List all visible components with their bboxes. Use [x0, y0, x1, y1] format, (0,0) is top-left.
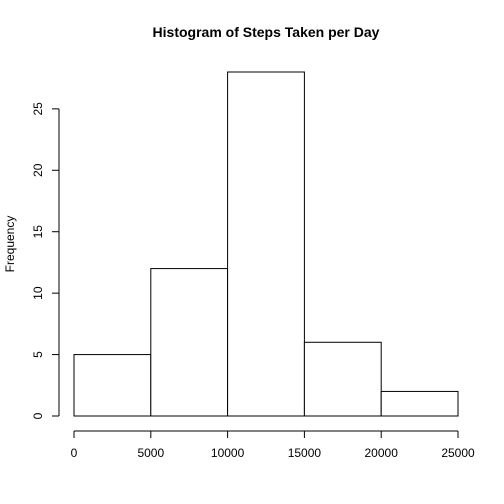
histogram-bar-1 [73, 354, 152, 417]
y-tick-label: 0 [31, 412, 45, 419]
histogram-bar-4 [303, 341, 382, 417]
x-axis: 0 5000 10000 15000 20000 25000 [71, 430, 475, 460]
x-tick-label: 10000 [211, 446, 245, 460]
bars [73, 71, 459, 417]
y-axis-label: Frequency [3, 216, 17, 273]
x-tick-label: 5000 [137, 446, 164, 460]
x-tick-label: 15000 [288, 446, 322, 460]
y-tick-label: 5 [31, 351, 45, 358]
y-tick-label: 10 [31, 286, 45, 300]
histogram-bar-2 [150, 268, 229, 417]
y-tick-label: 25 [31, 102, 45, 116]
x-tick-label: 0 [71, 446, 78, 460]
y-tick-label: 20 [31, 163, 45, 177]
x-tick-label: 20000 [365, 446, 399, 460]
y-tick-label: 15 [31, 225, 45, 239]
y-axis: 0 5 10 15 20 25 [31, 102, 60, 419]
chart-title: Histogram of Steps Taken per Day [153, 24, 380, 40]
histogram-bar-5 [380, 390, 459, 417]
x-tick-label: 25000 [441, 446, 475, 460]
histogram-bar-3 [227, 71, 305, 417]
